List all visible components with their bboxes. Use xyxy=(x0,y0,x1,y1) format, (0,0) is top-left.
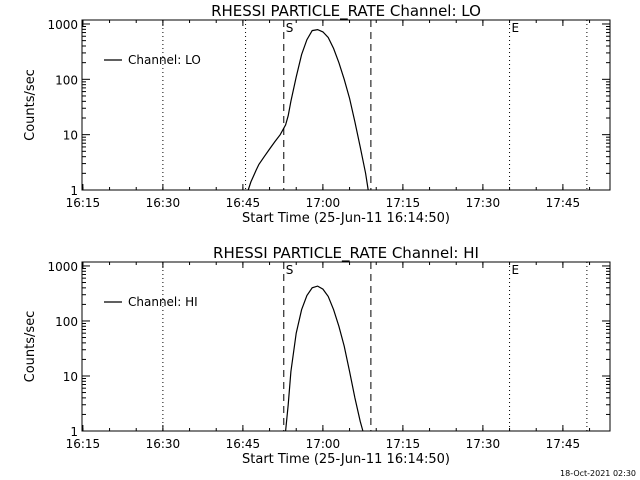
chart-panel-lo: RHESSI PARTICLE_RATE Channel: LO 16:15 16:… xyxy=(23,2,611,226)
marker-label: E xyxy=(512,263,520,277)
x-tick-label: 17:00 xyxy=(306,437,341,451)
x-tick-label: 17:30 xyxy=(466,196,501,210)
marker-label: E xyxy=(512,21,520,35)
y-tick-label: 10 xyxy=(63,129,78,143)
y-tick-label: 1000 xyxy=(47,260,78,274)
plot-frame xyxy=(81,261,611,432)
chart-title: RHESSI PARTICLE_RATE Channel: HI xyxy=(213,244,479,263)
chart-title: RHESSI PARTICLE_RATE Channel: LO xyxy=(211,2,481,21)
x-tick-label: 16:15 xyxy=(66,437,101,451)
x-axis-label: Start Time (25-Jun-11 16:14:50) xyxy=(242,452,450,467)
y-tick-label: 1000 xyxy=(47,18,78,32)
x-axis-label: Start Time (25-Jun-11 16:14:50) xyxy=(242,211,450,226)
x-tick-label: 16:15 xyxy=(66,196,101,210)
x-tick-label: 17:15 xyxy=(386,437,421,451)
generation-timestamp: 18-Oct-2021 02:30 xyxy=(560,469,636,478)
x-tick-label: 16:30 xyxy=(146,437,181,451)
series-line xyxy=(285,285,364,432)
x-tick-label: 17:15 xyxy=(386,196,421,210)
chart-panel-hi: RHESSI PARTICLE_RATE Channel: HI 16:15 16:… xyxy=(23,244,611,467)
y-tick-label: 10 xyxy=(63,370,78,384)
y-tick-label: 1 xyxy=(70,184,78,198)
y-tick-label: 100 xyxy=(55,73,78,87)
x-tick-label: 16:45 xyxy=(226,196,261,210)
y-tick-label: 100 xyxy=(55,315,78,329)
y-axis-label: Counts/sec xyxy=(23,311,38,383)
legend-label: Channel: HI xyxy=(128,295,198,309)
plot-frame xyxy=(81,19,611,191)
legend-label: Channel: LO xyxy=(128,53,201,67)
x-tick-label: 17:45 xyxy=(546,196,581,210)
series-line xyxy=(247,28,369,191)
x-tick-label: 16:45 xyxy=(226,437,261,451)
x-tick-label: 17:30 xyxy=(466,437,501,451)
marker-label: S xyxy=(286,21,294,35)
y-tick-label: 1 xyxy=(70,425,78,439)
x-tick-label: 17:45 xyxy=(546,437,581,451)
x-tick-label: 16:30 xyxy=(146,196,181,210)
x-tick-label: 17:00 xyxy=(306,196,341,210)
y-axis-label: Counts/sec xyxy=(23,69,38,141)
marker-label: S xyxy=(286,263,294,277)
